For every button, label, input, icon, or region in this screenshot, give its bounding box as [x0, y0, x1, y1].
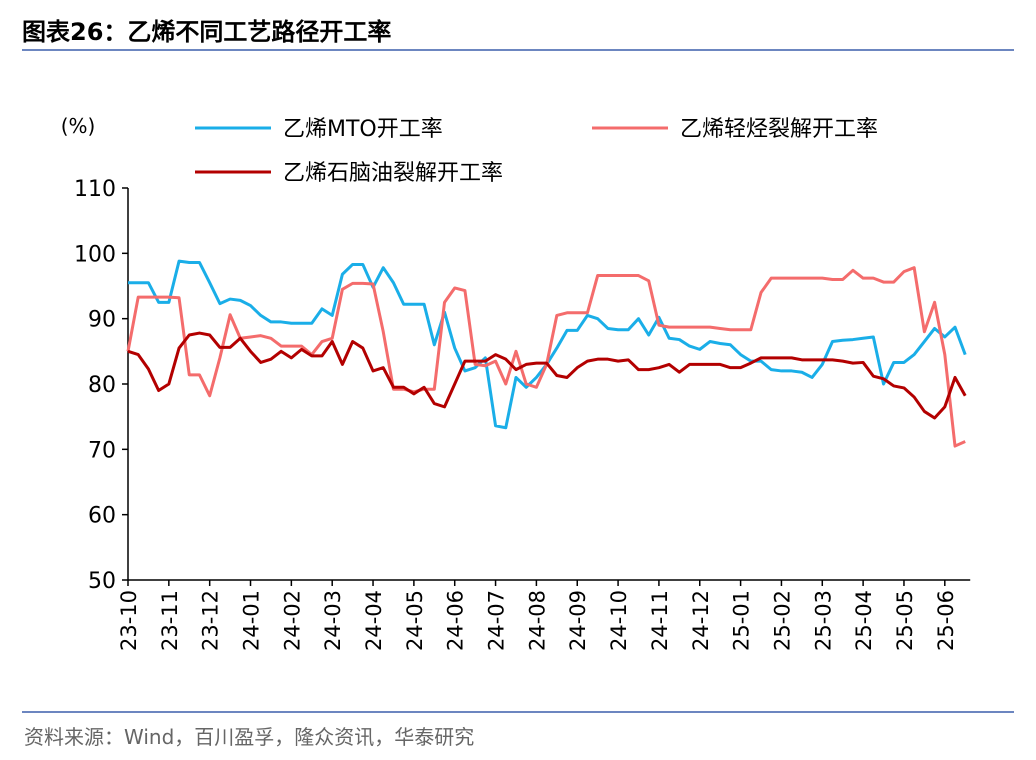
x-tick-label: 24-12 — [689, 590, 713, 651]
x-tick-label: 23-10 — [117, 590, 141, 651]
x-tick-label: 25-01 — [730, 590, 754, 651]
y-tick-label: 90 — [88, 308, 116, 333]
x-tick-label: 24-02 — [280, 590, 304, 651]
y-tick-label: 100 — [74, 242, 116, 267]
x-tick-label: 24-07 — [485, 590, 509, 651]
x-tick-label: 24-09 — [566, 590, 590, 651]
source-note: 资料来源：Wind，百川盈孚，隆众资讯，华泰研究 — [24, 725, 474, 749]
x-tick-label: 24-05 — [403, 590, 427, 651]
x-tick-label: 23-12 — [199, 590, 223, 651]
x-tick-label: 24-03 — [321, 590, 345, 651]
x-tick-label: 23-11 — [158, 590, 182, 651]
x-tick-label: 24-08 — [525, 590, 549, 651]
legend-label: 乙烯石脑油裂解开工率 — [283, 161, 503, 186]
x-tick-label: 25-03 — [811, 590, 835, 651]
legend-label: 乙烯轻烃裂解开工率 — [680, 117, 878, 142]
x-tick-label: 25-05 — [893, 590, 917, 651]
series-line — [126, 266, 966, 448]
x-tick-label: 25-06 — [934, 590, 958, 651]
y-axis-label: (%) — [61, 114, 96, 138]
x-tick-label: 24-10 — [607, 590, 631, 651]
x-tick-label: 24-11 — [648, 590, 672, 651]
y-tick-label: 70 — [88, 438, 116, 463]
x-tick-label: 25-04 — [852, 590, 876, 651]
x-tick-label: 24-01 — [240, 590, 264, 651]
y-tick-label: 60 — [88, 504, 116, 529]
y-tick-label: 50 — [88, 569, 116, 594]
x-tick-label: 24-04 — [362, 590, 386, 651]
y-tick-label: 110 — [74, 177, 116, 202]
series-line — [127, 331, 967, 420]
legend-label: 乙烯MTO开工率 — [283, 117, 443, 142]
chart-title: 图表26：乙烯不同工艺路径开工率 — [22, 18, 391, 46]
x-tick-label: 25-02 — [770, 590, 794, 651]
x-tick-label: 24-06 — [444, 590, 468, 651]
series-line — [128, 259, 967, 430]
y-tick-label: 80 — [88, 373, 116, 398]
